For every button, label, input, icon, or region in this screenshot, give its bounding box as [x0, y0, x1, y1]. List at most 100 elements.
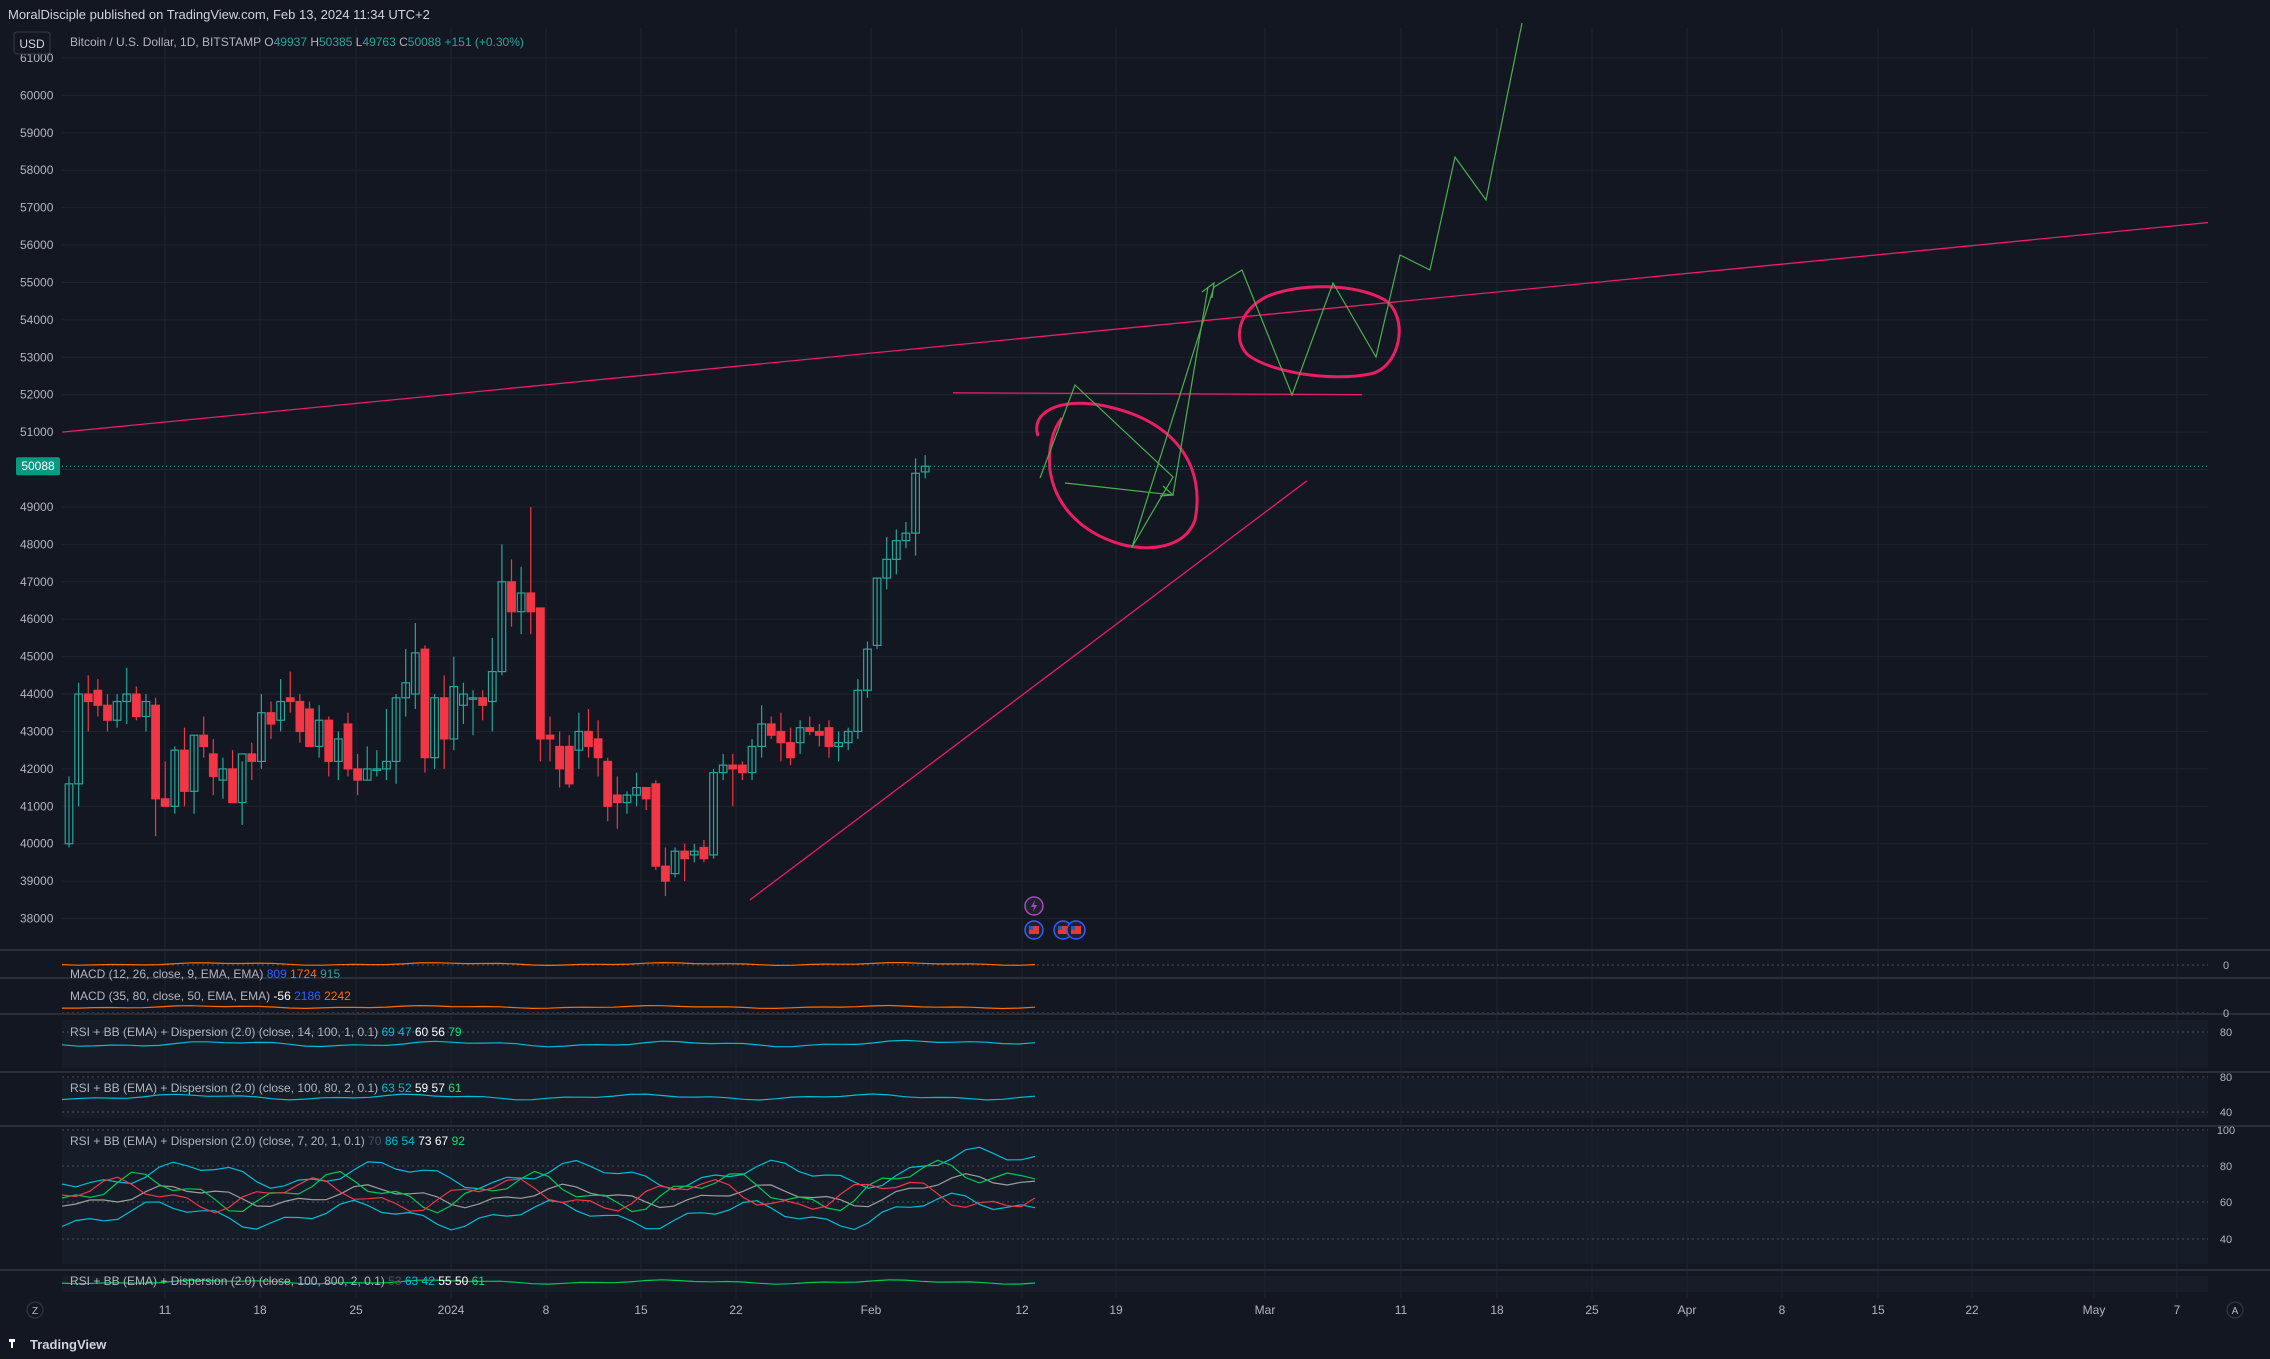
candle	[343, 712, 353, 777]
candle-body	[401, 682, 411, 699]
rsi-bb-line	[61, 1093, 1036, 1101]
candle	[661, 847, 670, 897]
price-change: +151 (+0.30%)	[444, 35, 523, 49]
indicator-value: 915	[320, 967, 340, 981]
indicator-value: 809	[267, 967, 290, 981]
pane-axis-label: 80	[2220, 1161, 2232, 1173]
time-tick-label: 25	[1585, 1303, 1599, 1317]
candle	[507, 559, 516, 627]
price-axis[interactable]: 38000 39000 40000 41000 42000 43000 44000 45000…	[16, 51, 2235, 1246]
candle-body	[103, 704, 112, 721]
tradingview-logo-icon	[11, 1339, 13, 1348]
indicator-value: 54	[402, 1134, 419, 1148]
flag-stripes	[1029, 926, 1039, 934]
candle	[603, 757, 613, 822]
candle-body	[151, 704, 160, 800]
candle-body	[814, 730, 824, 736]
candle	[468, 690, 478, 736]
candle	[93, 679, 103, 717]
price-tick-label: 47000	[20, 575, 54, 589]
candle	[430, 694, 439, 769]
currency-button	[13, 31, 51, 55]
candle-body	[141, 700, 151, 718]
candle-body	[603, 760, 613, 807]
pane-axis-label: 0	[2223, 960, 2229, 972]
candle	[882, 536, 892, 590]
candle	[728, 753, 738, 807]
candle	[814, 723, 824, 747]
ohlc-label: H	[310, 35, 319, 49]
candle-body	[93, 689, 103, 706]
price-tick-label: 45000	[20, 650, 54, 664]
event-icons	[1024, 896, 1086, 940]
highlight-circle	[1035, 401, 1199, 550]
rsi-lower-band	[61, 1192, 1036, 1231]
indicator-value: 67	[435, 1134, 452, 1148]
horizontal-level	[952, 392, 1363, 396]
time-tick-label: 8	[543, 1303, 550, 1317]
rsi-band-background	[62, 1020, 2208, 1068]
candle-body	[747, 745, 757, 774]
candle-body	[641, 786, 651, 800]
indicator-legend: MACD (12, 26, close, 9, EMA, EMA) 809 17…	[70, 967, 340, 981]
candle	[122, 667, 132, 724]
candle	[834, 731, 843, 762]
candle-body	[670, 850, 680, 875]
candle	[372, 750, 382, 777]
candle-body	[343, 723, 353, 770]
candle-body	[612, 794, 622, 804]
chart-legend: USD Bitcoin / U.S. Dollar, 1D, BITSTAMP O…	[13, 31, 524, 1288]
price-tick-label: 56000	[20, 238, 54, 252]
candle	[612, 776, 622, 829]
candle-body	[295, 700, 305, 733]
rsi-bb-line	[61, 1039, 1036, 1048]
candle	[295, 694, 305, 743]
price-tick-label: 58000	[20, 163, 54, 177]
indicator-value: 42	[422, 1274, 439, 1288]
rsi-line	[61, 1176, 1036, 1214]
candle-body	[863, 648, 872, 691]
indicator-value: 69	[381, 1025, 398, 1039]
candle	[170, 746, 180, 814]
candle-body	[285, 697, 295, 703]
candle-body	[757, 723, 767, 748]
flag-stripes	[1071, 926, 1081, 934]
price-tick-label: 42000	[20, 762, 54, 776]
candle-body	[353, 768, 362, 781]
macd-line	[61, 961, 1036, 967]
candle	[776, 712, 786, 762]
candle-body	[83, 693, 93, 703]
indicator-title: RSI + BB (EMA) + Dispersion (2.0) (close…	[70, 1081, 381, 1095]
rsi-band-background	[62, 1132, 2208, 1264]
pane-axis-label: 0	[2223, 1008, 2229, 1020]
candle	[920, 455, 930, 479]
scale-left-label: Z	[32, 1306, 38, 1317]
candle-body	[439, 697, 449, 740]
candle	[555, 731, 565, 788]
highlight-circle	[1237, 285, 1401, 379]
candle-body	[545, 734, 555, 740]
time-axis[interactable]: 11 18 25 2024 8 15 22 Feb 12 19 Mar 11 18 25 Apr 8 15 22 M…	[0, 1301, 2270, 1359]
candle	[516, 566, 526, 635]
candle-body	[430, 697, 439, 759]
indicator-value: 92	[452, 1134, 466, 1148]
scale-right-label: A	[2232, 1306, 2239, 1317]
candle-body	[584, 730, 593, 748]
candle-body	[237, 753, 247, 804]
candle-body	[632, 786, 641, 796]
candle	[74, 682, 84, 807]
candle-body	[64, 783, 74, 845]
candle-body	[622, 794, 632, 804]
candle	[622, 791, 632, 814]
tradingview-logo-text: TradingView	[30, 1337, 107, 1352]
time-tick-label: 25	[349, 1303, 363, 1317]
us-flag-icon	[1066, 920, 1086, 940]
candle	[305, 701, 314, 748]
candle	[266, 701, 276, 739]
candle	[228, 750, 237, 804]
candle	[641, 786, 651, 811]
candle-body	[555, 745, 565, 770]
price-tick-label: 51000	[20, 425, 54, 439]
time-tick-label: 11	[1395, 1303, 1408, 1317]
